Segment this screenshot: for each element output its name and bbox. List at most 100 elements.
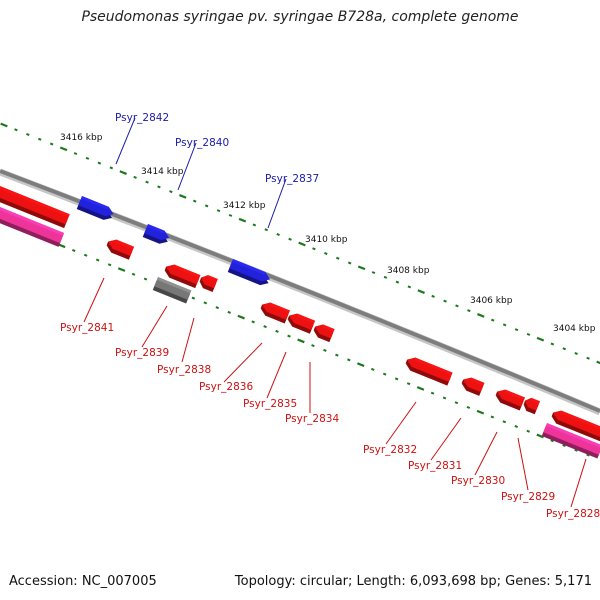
gene-psyr-2838[interactable] bbox=[152, 277, 192, 304]
gene-psyr-2842[interactable] bbox=[76, 196, 116, 222]
major-tick bbox=[0, 122, 8, 128]
gene-psyr-2828[interactable] bbox=[550, 408, 600, 444]
gene-block-face bbox=[108, 239, 135, 257]
minor-tick bbox=[466, 405, 471, 409]
gene-psyr-2840[interactable] bbox=[142, 224, 171, 246]
gene-block-highlight bbox=[322, 324, 335, 332]
label-leader-line bbox=[267, 178, 287, 229]
label-leader-line bbox=[83, 277, 105, 323]
gene-label-reverse[interactable]: Psyr_2835 bbox=[243, 398, 297, 410]
gene-label-reverse[interactable]: Psyr_2832 bbox=[363, 444, 417, 456]
minor-tick bbox=[370, 367, 375, 371]
label-leader-line bbox=[474, 431, 498, 476]
minor-tick bbox=[347, 358, 351, 362]
gene-block-face bbox=[262, 302, 290, 320]
gene-psyr-2837[interactable] bbox=[227, 259, 272, 288]
gene-label-reverse[interactable]: Psyr_2828 bbox=[546, 508, 600, 520]
minor-tick bbox=[169, 190, 173, 194]
label-leader-line bbox=[181, 317, 195, 363]
gene-label-reverse[interactable]: Psyr_2834 bbox=[285, 413, 339, 425]
gene-block-face bbox=[154, 277, 192, 300]
minor-tick bbox=[83, 253, 88, 257]
minor-tick bbox=[526, 429, 530, 433]
gene-psyr-2834[interactable] bbox=[312, 322, 335, 343]
gene-block-face bbox=[497, 389, 525, 407]
gene-label-reverse[interactable]: Psyr_2829 bbox=[501, 491, 555, 503]
topology-summary: Topology: circular; Length: 6,093,698 bp… bbox=[234, 574, 592, 589]
gene-left-red[interactable] bbox=[0, 182, 70, 229]
gene-label-reverse[interactable]: Psyr_2836 bbox=[199, 381, 253, 393]
scale-label-kbp: 3414 kbp bbox=[141, 167, 184, 177]
minor-tick bbox=[204, 204, 209, 208]
minor-tick bbox=[73, 152, 78, 156]
scale-label-kbp: 3412 kbp bbox=[223, 201, 266, 211]
gene-psyr-2830[interactable] bbox=[494, 387, 525, 411]
major-tick bbox=[357, 362, 365, 368]
minor-tick bbox=[85, 156, 90, 160]
minor-tick bbox=[228, 213, 233, 217]
gene-psyr-2829[interactable] bbox=[522, 396, 540, 415]
minor-tick bbox=[514, 424, 519, 428]
minor-tick bbox=[490, 318, 495, 322]
gene-label-forward[interactable]: Psyr_2842 bbox=[115, 112, 169, 124]
minor-tick bbox=[275, 329, 279, 333]
gene-left-pink[interactable] bbox=[0, 203, 65, 247]
label-leader-line bbox=[223, 342, 263, 383]
minor-tick bbox=[26, 133, 30, 137]
gene-block-highlight bbox=[269, 302, 290, 314]
minor-tick bbox=[562, 444, 566, 447]
major-tick bbox=[237, 314, 245, 320]
gene-label-reverse[interactable]: Psyr_2838 bbox=[157, 364, 211, 376]
gene-psyr-2832[interactable] bbox=[404, 355, 453, 386]
gene-psyr-2838a[interactable] bbox=[198, 273, 218, 292]
label-leader-line bbox=[430, 417, 462, 461]
minor-tick bbox=[574, 351, 578, 355]
gene-block-highlight bbox=[173, 264, 201, 278]
scale-label-kbp: 3408 kbp bbox=[387, 266, 430, 276]
minor-tick bbox=[371, 271, 376, 275]
label-leader-line bbox=[517, 437, 529, 491]
minor-tick bbox=[216, 209, 221, 213]
gene-psyr-2841[interactable] bbox=[105, 237, 135, 260]
gene-psyr-2835[interactable] bbox=[286, 311, 316, 334]
minor-tick bbox=[37, 137, 42, 141]
gene-block-face bbox=[289, 313, 316, 331]
minor-tick bbox=[526, 332, 531, 336]
minor-tick bbox=[550, 342, 555, 346]
minor-tick bbox=[263, 325, 267, 329]
gene-block-highlight bbox=[530, 397, 540, 405]
minor-tick bbox=[252, 223, 257, 227]
minor-tick bbox=[133, 175, 137, 179]
gene-block-highlight bbox=[560, 410, 600, 434]
minor-tick bbox=[562, 347, 567, 351]
gene-label-reverse[interactable]: Psyr_2839 bbox=[115, 347, 169, 359]
minor-tick bbox=[71, 249, 76, 253]
gene-block-face bbox=[0, 182, 70, 225]
gene-label-reverse[interactable]: Psyr_2831 bbox=[408, 460, 462, 472]
scale-label-kbp: 3410 kbp bbox=[305, 235, 348, 245]
gene-psyr-2839[interactable] bbox=[163, 262, 201, 289]
gene-label-reverse[interactable]: Psyr_2830 bbox=[451, 475, 505, 487]
major-tick bbox=[477, 313, 485, 318]
minor-tick bbox=[574, 448, 578, 452]
gene-block-highlight bbox=[0, 203, 65, 236]
gene-label-forward[interactable]: Psyr_2840 bbox=[175, 137, 229, 149]
gene-psyr-2836[interactable] bbox=[259, 300, 290, 324]
minor-tick bbox=[251, 320, 255, 324]
gene-block-highlight bbox=[545, 423, 600, 449]
gene-right-pink[interactable] bbox=[541, 423, 600, 459]
scale-label-kbp: 3404 kbp bbox=[553, 324, 596, 334]
gene-block-highlight bbox=[146, 224, 165, 234]
major-tick bbox=[536, 433, 544, 439]
minor-tick bbox=[455, 304, 459, 308]
gene-psyr-2831[interactable] bbox=[460, 375, 485, 396]
gene-label-forward[interactable]: Psyr_2837 bbox=[265, 173, 319, 185]
major-tick bbox=[476, 409, 485, 415]
minor-tick bbox=[335, 256, 340, 260]
major-tick bbox=[119, 170, 127, 175]
major-tick bbox=[416, 386, 425, 391]
gene-label-reverse[interactable]: Psyr_2841 bbox=[60, 322, 114, 334]
minor-tick bbox=[131, 272, 136, 276]
gene-block-face bbox=[553, 410, 600, 440]
